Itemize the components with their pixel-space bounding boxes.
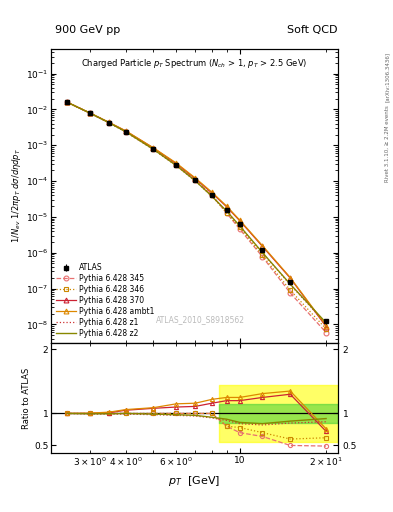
- Pythia 6.428 346: [87, 110, 92, 116]
- Pythia 6.428 z1: [209, 194, 214, 200]
- Pythia 6.428 370: [123, 128, 128, 134]
- Pythia 6.428 370: [324, 324, 329, 330]
- Text: Charged Particle $p_T$ Spectrum ($N_{ch}$ > 1, $p_T$ > 2.5 GeV): Charged Particle $p_T$ Spectrum ($N_{ch}…: [81, 57, 308, 71]
- Pythia 6.428 345: [107, 119, 111, 125]
- Text: Rivet 3.1.10, ≥ 2.2M events: Rivet 3.1.10, ≥ 2.2M events: [385, 105, 389, 182]
- Pythia 6.428 z2: [174, 162, 178, 168]
- X-axis label: $p_T$  [GeV]: $p_T$ [GeV]: [169, 474, 220, 488]
- Pythia 6.428 370: [288, 275, 293, 281]
- Pythia 6.428 345: [123, 129, 128, 135]
- Text: 900 GeV pp: 900 GeV pp: [55, 25, 120, 35]
- Pythia 6.428 ambt1: [174, 160, 178, 166]
- Text: Soft QCD: Soft QCD: [288, 25, 338, 35]
- Pythia 6.428 346: [123, 129, 128, 135]
- Pythia 6.428 z1: [174, 162, 178, 168]
- Pythia 6.428 346: [65, 99, 70, 105]
- Pythia 6.428 z1: [123, 129, 128, 135]
- Pythia 6.428 ambt1: [209, 189, 214, 195]
- Pythia 6.428 ambt1: [107, 119, 111, 125]
- Pythia 6.428 ambt1: [123, 127, 128, 134]
- Pythia 6.428 345: [209, 193, 214, 199]
- Line: Pythia 6.428 z2: Pythia 6.428 z2: [67, 102, 326, 323]
- Pythia 6.428 346: [237, 224, 242, 230]
- Pythia 6.428 z1: [288, 282, 293, 288]
- Line: Pythia 6.428 345: Pythia 6.428 345: [64, 100, 329, 335]
- Pythia 6.428 345: [174, 162, 178, 168]
- Pythia 6.428 370: [224, 204, 229, 210]
- Pythia 6.428 370: [107, 119, 111, 125]
- Pythia 6.428 345: [65, 99, 70, 105]
- Pythia 6.428 370: [209, 190, 214, 196]
- Pythia 6.428 ambt1: [87, 110, 92, 116]
- Line: Pythia 6.428 346: Pythia 6.428 346: [64, 100, 329, 331]
- Line: Pythia 6.428 370: Pythia 6.428 370: [64, 100, 329, 329]
- Pythia 6.428 346: [107, 119, 111, 125]
- Pythia 6.428 z2: [193, 178, 198, 184]
- Pythia 6.428 ambt1: [65, 99, 70, 105]
- Pythia 6.428 z1: [224, 208, 229, 215]
- Line: Pythia 6.428 ambt1: Pythia 6.428 ambt1: [64, 100, 329, 328]
- Text: ATLAS_2010_S8918562: ATLAS_2010_S8918562: [156, 315, 245, 324]
- Pythia 6.428 z2: [237, 223, 242, 229]
- Legend: ATLAS, Pythia 6.428 345, Pythia 6.428 346, Pythia 6.428 370, Pythia 6.428 ambt1,: ATLAS, Pythia 6.428 345, Pythia 6.428 34…: [55, 262, 156, 339]
- Pythia 6.428 z2: [107, 120, 111, 126]
- Pythia 6.428 345: [324, 330, 329, 336]
- Pythia 6.428 345: [288, 290, 293, 296]
- Pythia 6.428 z2: [209, 193, 214, 199]
- Pythia 6.428 z1: [87, 110, 92, 116]
- Pythia 6.428 345: [237, 226, 242, 232]
- Pythia 6.428 346: [209, 193, 214, 199]
- Pythia 6.428 ambt1: [237, 217, 242, 223]
- Line: Pythia 6.428 z1: Pythia 6.428 z1: [67, 102, 326, 324]
- Pythia 6.428 345: [87, 110, 92, 116]
- Pythia 6.428 z1: [151, 146, 156, 153]
- Pythia 6.428 z1: [65, 99, 70, 105]
- Pythia 6.428 370: [193, 176, 198, 182]
- Pythia 6.428 370: [151, 145, 156, 151]
- Pythia 6.428 345: [224, 210, 229, 216]
- Pythia 6.428 346: [288, 287, 293, 293]
- Pythia 6.428 370: [237, 218, 242, 224]
- Pythia 6.428 z2: [288, 281, 293, 287]
- Pythia 6.428 370: [260, 243, 265, 249]
- Pythia 6.428 z2: [224, 208, 229, 214]
- Pythia 6.428 ambt1: [260, 243, 265, 249]
- Pythia 6.428 z1: [107, 120, 111, 126]
- Pythia 6.428 346: [193, 177, 198, 183]
- Pythia 6.428 ambt1: [151, 145, 156, 151]
- Pythia 6.428 370: [174, 161, 178, 167]
- Pythia 6.428 z2: [65, 99, 70, 105]
- Pythia 6.428 z2: [260, 249, 265, 255]
- Pythia 6.428 z1: [260, 250, 265, 256]
- Pythia 6.428 370: [87, 110, 92, 116]
- Pythia 6.428 z2: [151, 146, 156, 153]
- Pythia 6.428 ambt1: [324, 323, 329, 329]
- Pythia 6.428 345: [260, 254, 265, 260]
- Pythia 6.428 z1: [193, 178, 198, 184]
- Pythia 6.428 ambt1: [224, 203, 229, 209]
- Pythia 6.428 z2: [324, 319, 329, 326]
- Pythia 6.428 z1: [324, 321, 329, 327]
- Text: [arXiv:1306.3436]: [arXiv:1306.3436]: [385, 52, 389, 102]
- Pythia 6.428 z1: [237, 223, 242, 229]
- Pythia 6.428 345: [151, 146, 156, 152]
- Y-axis label: $1/N_{ev}\ 1/2\pi p_T\ d\sigma/d\eta dp_T$: $1/N_{ev}\ 1/2\pi p_T\ d\sigma/d\eta dp_…: [10, 148, 23, 244]
- Pythia 6.428 370: [65, 99, 70, 105]
- Y-axis label: Ratio to ATLAS: Ratio to ATLAS: [22, 368, 31, 429]
- Pythia 6.428 346: [324, 326, 329, 332]
- Pythia 6.428 z2: [123, 129, 128, 135]
- Pythia 6.428 346: [260, 252, 265, 259]
- Pythia 6.428 ambt1: [193, 175, 198, 181]
- Pythia 6.428 345: [193, 177, 198, 183]
- Pythia 6.428 346: [224, 210, 229, 216]
- Pythia 6.428 ambt1: [288, 274, 293, 281]
- Pythia 6.428 346: [151, 146, 156, 152]
- Pythia 6.428 z2: [87, 110, 92, 116]
- Pythia 6.428 346: [174, 162, 178, 168]
